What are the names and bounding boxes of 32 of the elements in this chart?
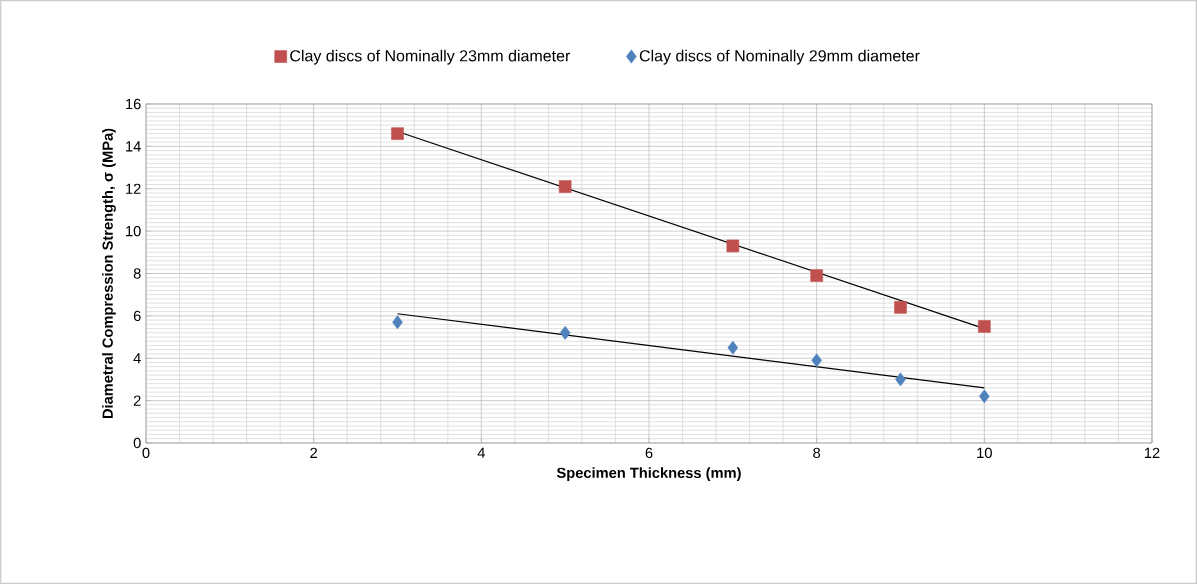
- point: [558, 180, 572, 193]
- y-tick-label: 8: [133, 268, 141, 279]
- x-tick-label: 4: [477, 447, 485, 458]
- x-tick-label: 2: [310, 447, 318, 458]
- x-axis-title: Specimen Thickness (mm): [556, 467, 741, 481]
- legend-label: Clay discs of Nominally 29mm diameter: [639, 49, 920, 65]
- point: [979, 389, 990, 404]
- point: [559, 325, 571, 340]
- y-tick-label: 4: [133, 353, 141, 364]
- point: [895, 372, 906, 387]
- x-tick-label: 0: [142, 447, 150, 459]
- point: [978, 320, 991, 333]
- point: [726, 239, 740, 253]
- y-tick-label: 0: [133, 437, 141, 449]
- point: [392, 315, 403, 330]
- x-tick-label: 6: [645, 447, 653, 459]
- point: [391, 127, 404, 140]
- y-tick-label: 12: [126, 183, 141, 194]
- x-tick-label: 12: [1144, 447, 1160, 458]
- point: [811, 353, 822, 368]
- point: [810, 269, 823, 282]
- y-tick-label: 14: [126, 141, 141, 152]
- x-tick-label: 10: [977, 447, 992, 459]
- y-axis-title: Diametral Compression Strength, σ (MPa): [102, 128, 116, 419]
- y-tick-label: 16: [126, 98, 141, 110]
- x-tick-label: 8: [813, 447, 821, 459]
- point: [894, 301, 907, 314]
- point: [727, 340, 739, 355]
- legend-label: Clay discs of Nominally 23mm diameter: [290, 49, 571, 65]
- y-tick-label: 10: [126, 225, 141, 237]
- y-tick-label: 6: [133, 310, 141, 322]
- y-tick-label: 2: [133, 395, 141, 406]
